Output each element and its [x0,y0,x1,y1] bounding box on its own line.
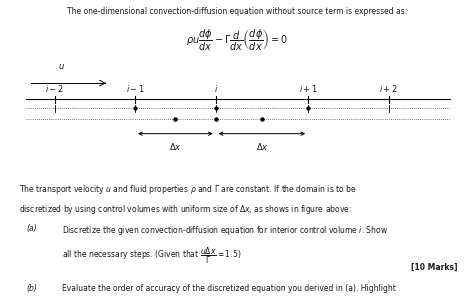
Text: $i-1$: $i-1$ [126,83,145,94]
Text: $i+2$: $i+2$ [379,83,398,94]
Text: (b): (b) [26,284,37,293]
Text: $i+1$: $i+1$ [299,83,318,94]
Text: $\rho u\dfrac{d\phi}{dx} - \Gamma\dfrac{d}{dx}\left(\dfrac{d\phi}{dx}\right) = 0: $\rho u\dfrac{d\phi}{dx} - \Gamma\dfrac{… [186,28,288,53]
Text: The one-dimensional convection-diffusion equation without source term is express: The one-dimensional convection-diffusion… [67,7,407,16]
Text: $i-2$: $i-2$ [45,83,64,94]
Text: (a): (a) [26,224,36,233]
Text: Evaluate the order of accuracy of the discretized equation you derived in (a). H: Evaluate the order of accuracy of the di… [62,284,395,293]
Text: [10 Marks]: [10 Marks] [411,263,457,272]
Text: $u$: $u$ [58,62,65,71]
Text: $i$: $i$ [213,83,218,94]
Text: The transport velocity $u$ and fluid properties $\rho$ and $\Gamma$ are constant: The transport velocity $u$ and fluid pro… [19,183,356,196]
Text: $\Delta x$: $\Delta x$ [169,141,182,152]
Text: all the necessary steps. (Given that $\dfrac{u\Delta x}{\Gamma} = 1.5$): all the necessary steps. (Given that $\d… [62,246,241,266]
Text: Discretize the given convection-diffusion equation for interior control volume $: Discretize the given convection-diffusio… [62,224,388,237]
Text: $\Delta x$: $\Delta x$ [255,141,268,152]
Text: discretized by using control volumes with uniform size of $\Delta x$, as shows i: discretized by using control volumes wit… [19,203,352,217]
